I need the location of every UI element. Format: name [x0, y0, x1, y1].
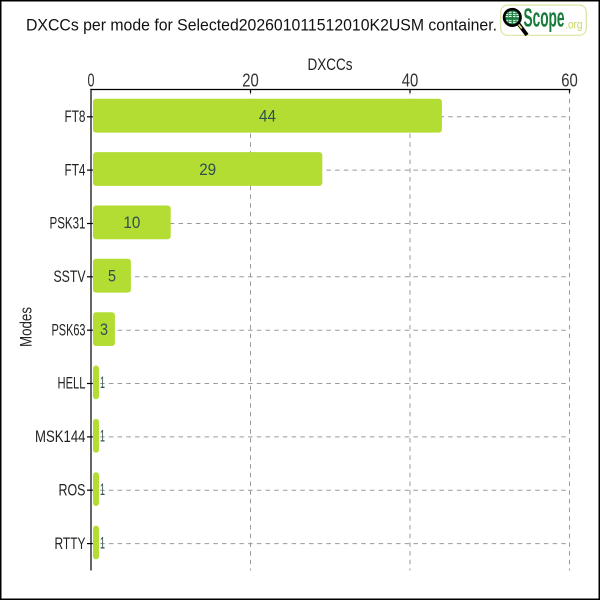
svg-text:20: 20: [242, 70, 259, 90]
svg-text:HELL: HELL: [58, 374, 86, 393]
svg-text:SSTV: SSTV: [54, 267, 86, 286]
svg-text:FT8: FT8: [65, 107, 86, 126]
svg-text:DXCCs per mode for Selected202: DXCCs per mode for Selected2026010115120…: [26, 15, 497, 34]
svg-text:DXCCs: DXCCs: [308, 55, 353, 74]
svg-text:1: 1: [100, 427, 105, 446]
svg-text:0: 0: [88, 70, 95, 90]
svg-text:40: 40: [402, 70, 419, 90]
svg-text:3: 3: [100, 320, 108, 339]
svg-text:29: 29: [199, 160, 216, 179]
svg-text:RTTY: RTTY: [55, 534, 86, 553]
svg-text:60: 60: [561, 70, 578, 90]
svg-text:5: 5: [108, 267, 116, 286]
svg-text:Scope: Scope: [524, 5, 565, 33]
svg-text:MSK144: MSK144: [35, 427, 86, 446]
svg-text:ROS: ROS: [59, 480, 86, 499]
svg-text:1: 1: [100, 373, 105, 392]
svg-text:FT4: FT4: [65, 160, 86, 179]
svg-text:PSK31: PSK31: [50, 214, 86, 233]
svg-text:10: 10: [123, 213, 140, 232]
svg-text:.org: .org: [565, 20, 582, 32]
svg-text:PSK63: PSK63: [52, 320, 86, 339]
svg-text:1: 1: [100, 480, 105, 499]
svg-text:1: 1: [100, 533, 105, 552]
svg-text:Modes: Modes: [17, 307, 36, 347]
svg-text:44: 44: [259, 107, 276, 126]
